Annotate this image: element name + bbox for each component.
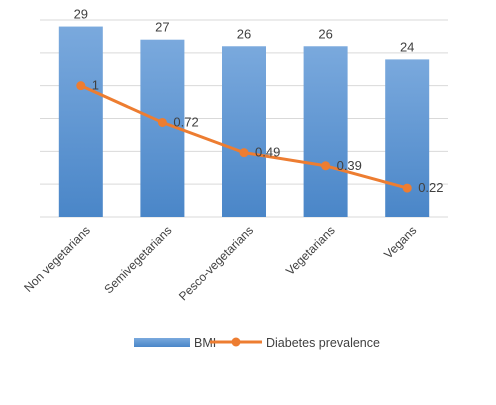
bar-3 [303, 46, 348, 218]
line-label-0: 1 [92, 78, 99, 93]
x-tick-label-0: Non vegetarians [21, 223, 93, 295]
legend-marker-diabetes-prevalence [231, 337, 241, 347]
legend-swatch-bmi [134, 338, 190, 347]
legend: BMI Diabetes prevalence [134, 336, 380, 350]
bar-label-2: 26 [237, 26, 251, 41]
line-label-4: 0.22 [418, 180, 443, 195]
legend-label-bmi: BMI [194, 336, 216, 350]
bar-0 [58, 26, 103, 217]
bar-data-labels: 29 27 26 26 24 [74, 7, 415, 55]
line-point-1 [157, 117, 167, 127]
line-point-0 [76, 81, 86, 91]
line-point-4 [402, 183, 412, 193]
x-tick-label-1: Semivegetarians [101, 223, 174, 296]
line-series [76, 81, 412, 193]
bar-label-4: 24 [400, 39, 414, 54]
legend-label-diabetes-prevalence: Diabetes prevalence [266, 336, 380, 350]
bar-2 [222, 46, 266, 218]
bar-label-1: 27 [155, 20, 169, 35]
bar-series [58, 26, 430, 218]
x-axis-tick-labels: Non vegetarians Semivegetarians Pesco-vege… [21, 223, 419, 303]
x-tick-label-4: Vegans [381, 223, 419, 261]
line-data-labels: 1 0.72 0.49 0.39 0.22 [92, 78, 444, 195]
x-tick-label-2: Pesco-vegetarians [176, 223, 256, 303]
line-label-2: 0.49 [255, 145, 280, 160]
line-point-3 [321, 161, 331, 171]
bar-label-0: 29 [74, 7, 88, 22]
bar-label-3: 26 [318, 26, 332, 41]
line-point-2 [239, 148, 249, 158]
x-tick-label-3: Vegetarians [283, 223, 338, 278]
line-label-3: 0.39 [337, 158, 362, 173]
line-label-1: 0.72 [173, 114, 198, 129]
